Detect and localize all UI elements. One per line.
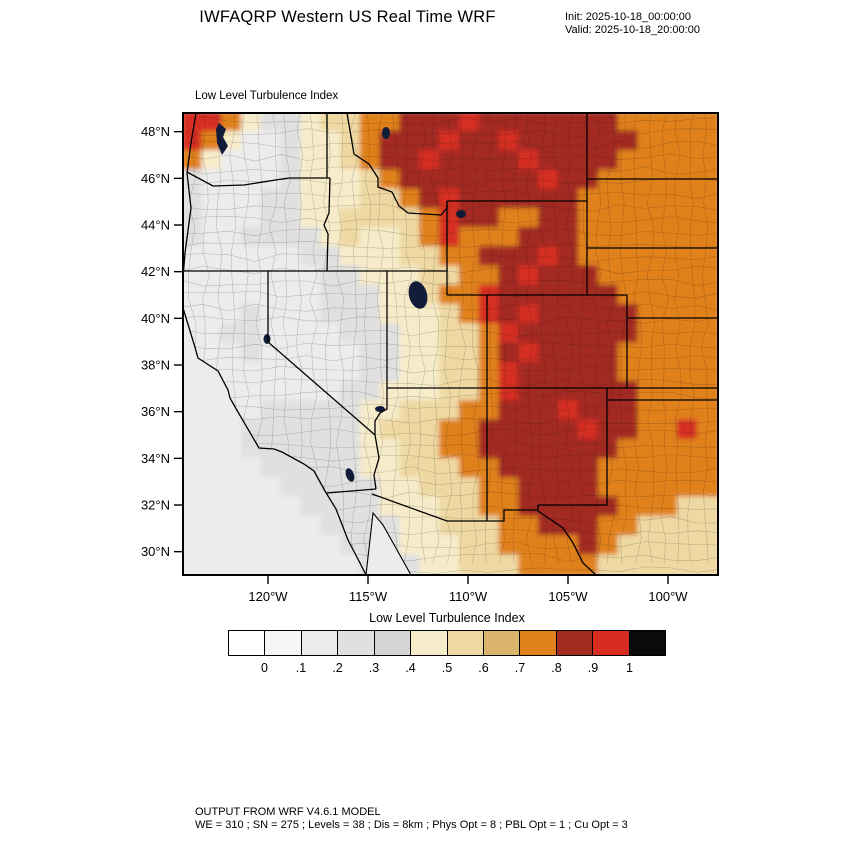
footer-model-line: OUTPUT FROM WRF V4.6.1 MODEL [195,806,381,818]
lon-tick-label: 115°W [349,589,388,604]
lat-tick-label: 44°N [141,218,170,233]
axes: 48°N 46°N 44°N 42°N 40°N 38°N 36°N 34°N 32°N 30°N… [141,124,688,604]
colorbar-tick-label: .4 [405,661,416,675]
flathead-lake-water [382,127,390,139]
lat-tick-label: 42°N [141,264,170,279]
colorbar-cell [446,630,484,656]
plot-frame [182,112,719,576]
lon-tick-label: 100°W [648,589,688,604]
colorbar-cell [410,630,448,656]
map-plot: 48°N 46°N 44°N 42°N 40°N 38°N 36°N 34°N 32°N 30°N… [141,112,719,604]
lake-tahoe-water [263,334,271,344]
lat-tick-label: 32°N [141,498,170,513]
plot-area: 48°N 46°N 44°N 42°N 40°N 38°N 36°N 34°N 32°N 30°N… [141,112,719,604]
colorbar-tick-label: .5 [441,661,453,675]
lat-tick-label: 48°N [141,124,170,139]
colorbar-cell [592,630,630,656]
colorbar-tick-label: .6 [478,661,489,675]
colorbar-tick-label: 0 [261,661,268,675]
init-time-label: Init: 2025-10-18_00:00:00 [565,11,691,23]
colorbar-tick-label: .8 [551,661,562,675]
page-title: IWFAQRP Western US Real Time WRF [199,8,496,26]
colorbar-cell [228,630,266,656]
colorbar-cell [482,630,521,656]
colorbar [228,630,667,656]
valid-time-label: Valid: 2025-10-18_20:00:00 [565,24,700,36]
state-boundaries [183,113,718,575]
lat-tick-label: 46°N [141,171,170,186]
colorbar-tick-label: .2 [332,661,343,675]
colorbar-labels: 0 .1 .2 .3 .4 .5 .6 .7 .8 .9 1 [228,661,666,675]
lon-tick-label: 120°W [248,589,288,604]
colorbar-cell [300,630,339,656]
colorbar-tick-label: 1 [626,661,633,675]
yellowstone-lake-water [456,210,466,218]
lat-tick-label: 40°N [141,311,170,326]
map-field-title: Low Level Turbulence Index [195,90,339,102]
colorbar-cell [555,630,594,656]
colorbar-cell [264,630,302,656]
puget-sound-water [216,123,228,155]
great-salt-lake-water [408,281,428,309]
colorbar-tick-label: .1 [295,661,307,675]
colorbar-tick-label: .3 [368,661,380,675]
lat-tick-label: 34°N [141,451,170,466]
gulf-of-california [365,511,412,575]
lat-tick-label: 38°N [141,358,170,373]
footer-config-line: WE = 310 ; SN = 275 ; Levels = 38 ; Dis … [195,819,628,831]
lake-mead-water [375,406,385,412]
colorbar-tick-label: .9 [587,661,599,675]
colorbar-tick-label: .7 [514,661,526,675]
lon-tick-label: 110°W [449,589,488,604]
colorbar-cell [628,630,667,656]
lon-tick-label: 105°W [548,589,588,604]
colorbar-cell [337,630,375,656]
colorbar-title: Low Level Turbulence Index [369,611,525,625]
salton-sea-water [345,468,355,482]
colorbar-cell [519,630,557,656]
colorbar-cell [373,630,412,656]
lat-tick-label: 36°N [141,404,170,419]
lat-tick-label: 30°N [141,544,170,559]
coastline [183,113,367,575]
